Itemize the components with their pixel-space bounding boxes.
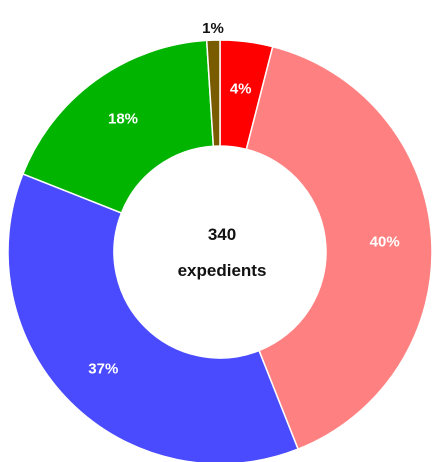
slice-label: 4% [230,80,252,97]
donut-slice [21,39,215,214]
center-caption: expedients [178,261,267,280]
slice-label: 18% [108,111,138,128]
slice-label: 1% [202,20,224,37]
slice-label: 37% [88,361,118,378]
donut-slice [245,45,432,451]
center-count: 340 [208,225,236,244]
slice-label: 40% [370,234,400,251]
donut-slices [7,39,432,462]
donut-slice [205,39,221,148]
slice-labels: 4% 40% 37% 18% 1% [88,20,399,378]
donut-slice [7,172,300,462]
